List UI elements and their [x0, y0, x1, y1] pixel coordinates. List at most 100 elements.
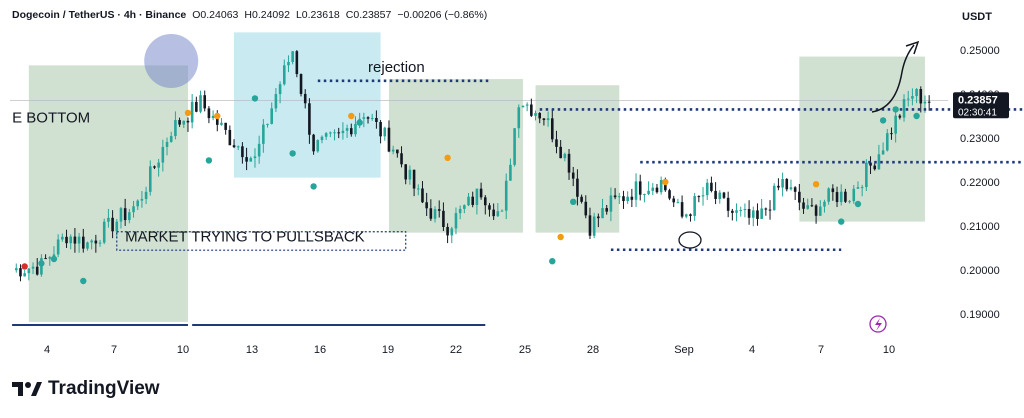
- candle-body: [220, 122, 223, 125]
- candle-body: [278, 84, 282, 95]
- candle-body: [684, 214, 688, 217]
- candle-body: [370, 117, 374, 119]
- candle-body: [324, 133, 328, 137]
- candle-body: [186, 120, 190, 123]
- candle-body: [680, 202, 684, 217]
- candle-body: [69, 236, 73, 244]
- candle-body: [349, 128, 353, 135]
- candle-body: [530, 104, 533, 116]
- candle-body: [375, 117, 378, 122]
- candle-body: [638, 181, 642, 195]
- candle-body: [496, 211, 500, 217]
- x-tick-label: 25: [519, 344, 531, 356]
- candle-body: [756, 210, 759, 219]
- candle-body: [714, 190, 717, 199]
- candle-body: [542, 118, 546, 121]
- candle-body: [333, 132, 336, 134]
- x-tick-label: 19: [382, 344, 394, 356]
- candle-body: [144, 191, 148, 199]
- candle-body: [81, 236, 85, 249]
- candle-body: [881, 150, 885, 155]
- candle-body: [299, 74, 303, 94]
- candle-body: [500, 210, 504, 212]
- candle-body: [634, 181, 638, 200]
- candle-body: [689, 214, 692, 216]
- candle-body: [693, 196, 696, 216]
- candle-body: [337, 132, 341, 134]
- candle-body: [153, 166, 156, 168]
- candle-body: [835, 192, 839, 203]
- arrow-head: [905, 40, 920, 55]
- signal-marker: [879, 117, 887, 124]
- signal-marker: [214, 112, 221, 120]
- candle-body: [249, 158, 253, 162]
- candle-body: [818, 206, 822, 216]
- candle-body: [56, 239, 60, 255]
- candle-body: [396, 149, 399, 154]
- candle-body: [23, 273, 26, 277]
- highlight-zone: [28, 65, 188, 322]
- signal-marker: [662, 178, 669, 186]
- y-tick-label: 0.23000: [960, 133, 1000, 145]
- candle-body: [341, 130, 345, 134]
- candle-body: [751, 210, 755, 218]
- candle-body: [865, 162, 868, 188]
- candle-body: [27, 268, 31, 274]
- candle-body: [617, 196, 621, 198]
- candle-body: [831, 188, 835, 193]
- candle-body: [605, 208, 609, 212]
- ohlc-low: L0.23618: [295, 9, 340, 21]
- candle-body: [73, 236, 77, 244]
- candle-body: [316, 140, 320, 152]
- candle-body: [107, 217, 110, 222]
- candle-body: [768, 209, 772, 211]
- candle-body: [672, 198, 676, 203]
- currency-selector[interactable]: USDT: [962, 11, 992, 23]
- candle-body: [128, 212, 131, 221]
- candle-body: [215, 115, 219, 125]
- candle-body: [659, 180, 663, 193]
- candle-body: [538, 112, 542, 119]
- candle-body: [626, 196, 629, 202]
- pullback-box: [116, 231, 407, 251]
- lightning-bolt-icon: [875, 318, 882, 331]
- candle-body: [651, 187, 655, 191]
- candle-body: [228, 129, 232, 146]
- candle-body: [852, 188, 856, 202]
- candle-body: [157, 162, 160, 168]
- candle-body: [232, 145, 236, 148]
- candle-body: [437, 209, 441, 211]
- candle-body: [404, 164, 408, 180]
- x-tick-label: 10: [883, 344, 895, 356]
- ohlc-close: C0.23857: [345, 9, 392, 21]
- candle-body: [102, 221, 106, 243]
- signal-marker: [549, 258, 556, 265]
- tradingview-logo[interactable]: TradingView: [12, 378, 160, 400]
- candle-body: [416, 188, 420, 190]
- candle-body: [320, 136, 324, 141]
- ohlc-change: −0.00206 (−0.86%): [397, 9, 488, 21]
- signal-marker: [21, 263, 28, 270]
- candle-body: [178, 120, 181, 125]
- candle-body: [308, 103, 311, 135]
- candle-body: [387, 127, 391, 152]
- y-tick-label: 0.20000: [960, 265, 1000, 277]
- candle-body: [379, 121, 382, 137]
- candle-body: [446, 226, 449, 236]
- candle-body: [534, 112, 537, 116]
- signal-marker: [913, 112, 920, 120]
- candle-body: [408, 169, 412, 180]
- candle-body: [463, 205, 466, 209]
- candle-body: [115, 221, 119, 232]
- candle-body: [806, 205, 810, 209]
- candle-body: [580, 196, 583, 202]
- candle-body: [262, 124, 265, 144]
- candle-body: [571, 172, 575, 179]
- candle-body: [35, 266, 39, 275]
- x-tick-label: 16: [314, 344, 326, 356]
- candle-body: [923, 101, 927, 104]
- candle-body: [747, 208, 751, 218]
- candle-body: [710, 182, 713, 191]
